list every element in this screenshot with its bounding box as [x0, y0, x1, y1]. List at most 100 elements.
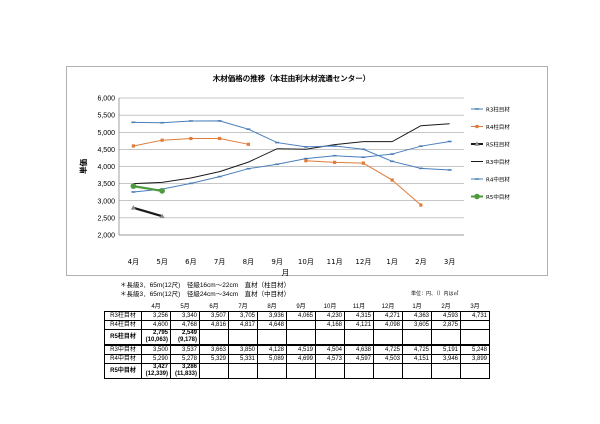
table-row-label: R4中目材	[104, 354, 142, 364]
data-point	[130, 183, 137, 189]
y-tick-label: 3,000	[97, 198, 115, 205]
series-line-1	[305, 160, 422, 206]
table-cell: 3,500	[141, 344, 171, 355]
x-tick-label: 4月	[128, 258, 139, 266]
x-tick-label: 2月	[415, 258, 426, 266]
table-cell: 4,648	[257, 320, 287, 330]
table-cell: 3,537	[170, 344, 200, 355]
x-tick-label: 7月	[214, 258, 225, 266]
table-cell: 4,121	[344, 320, 374, 330]
table-cell	[315, 363, 345, 379]
table-cell: 4,593	[431, 311, 461, 321]
table-cell: 4,128	[257, 344, 287, 355]
table-cell: 4,638	[344, 344, 374, 355]
table-row: R4中目材 5,290 5,278 5,329 5,331 5,089 4,699 4,573…	[104, 354, 490, 364]
series-line-2	[133, 206, 163, 218]
data-point	[159, 213, 165, 218]
table-cell: 3,899	[460, 354, 490, 364]
table-cell: 4,597	[344, 354, 374, 364]
x-tick-label: 3月	[444, 258, 455, 266]
data-point	[218, 136, 222, 141]
table-cell: 4,725	[373, 344, 403, 355]
y-tick-label: 5,000	[97, 130, 115, 137]
x-tick-label: 11月	[327, 258, 343, 266]
table-cell	[228, 329, 258, 346]
legend-label: R5中目材	[486, 193, 510, 201]
table-body: R3柱目材 3,256 3,340 3,507 3,705 3,936 4,065 4,230…	[104, 311, 490, 379]
table-cell	[431, 329, 461, 346]
series-line-5	[133, 185, 163, 193]
y-tick-label: 3,500	[97, 181, 115, 188]
table-row-label: R5中目材	[104, 363, 142, 379]
table-cell	[286, 363, 316, 379]
table-cell: 4,065	[286, 311, 316, 321]
table-cell: 3,850	[228, 344, 258, 355]
data-point	[130, 205, 136, 210]
table-row: R5柱目材 2,795 (10,063) 2,549 (9,178)	[104, 329, 490, 346]
table-row-label: R5柱目材	[104, 329, 142, 346]
table-row-label: R3中目材	[104, 344, 142, 355]
table-cell	[373, 363, 403, 379]
chart-title: 木材価格の推移（本荘由利木材流通センター）	[212, 73, 371, 83]
y-tick-label: 5,500	[97, 113, 115, 120]
table-cell	[315, 329, 345, 346]
series-line-4	[133, 120, 450, 171]
legend-marker	[475, 124, 479, 129]
table-cell: 3,286 (11,833)	[170, 363, 200, 379]
table-cell: 4,573	[315, 354, 345, 364]
table-cell: 2,549 (9,178)	[170, 329, 200, 346]
table-row-label: R4柱目材	[104, 320, 142, 330]
legend-marker	[474, 193, 480, 200]
table-cell: 4,768	[170, 320, 200, 330]
table-cell: 3,663	[199, 344, 229, 355]
table-header-cell: 11月	[344, 303, 374, 312]
table-cell: 4,168	[315, 320, 345, 330]
data-point	[419, 203, 423, 207]
table-cell: 5,191	[431, 344, 461, 355]
table-cell: 4,725	[402, 344, 432, 355]
table-cell: 3,946	[431, 354, 461, 364]
table-header-cell: 5月	[170, 303, 200, 312]
data-point	[333, 160, 337, 164]
table-cell: 4,504	[315, 344, 345, 355]
y-tick-label: 4,000	[97, 164, 115, 171]
table-cell	[257, 329, 287, 346]
x-tick-label: 5月	[156, 258, 167, 266]
legend-label: R3中目材	[486, 158, 510, 166]
data-point	[160, 138, 164, 142]
table-cell: 5,248	[460, 344, 490, 355]
table-cell: 4,230	[315, 311, 345, 321]
table-cell: 5,278	[170, 354, 200, 364]
table-cell: 4,271	[373, 311, 403, 321]
table-cell: 3,705	[228, 311, 258, 321]
data-point	[189, 136, 193, 141]
data-point	[361, 161, 365, 165]
table-cell: 3,507	[199, 311, 229, 321]
table-cell	[257, 363, 287, 379]
data-point	[390, 178, 394, 182]
legend-label: R4中目材	[486, 175, 510, 183]
table-corner	[104, 303, 142, 312]
data-point	[159, 188, 165, 194]
table-cell: 3,605	[402, 320, 432, 330]
y-tick-label: 2,000	[97, 233, 115, 240]
x-tick-label: 6月	[185, 258, 196, 266]
legend-label: R3柱目材	[486, 105, 510, 113]
table-cell	[460, 363, 490, 379]
table-cell	[286, 320, 316, 330]
unit-note: 単位：円、（）内は㎥	[411, 291, 459, 297]
table-header-cell: 1月	[402, 303, 432, 312]
footnotes: ＊長級3．65m(12尺) 径級16cm～22cm 直材（柱目材） ＊長級3．65…	[120, 281, 290, 299]
table-row-label: R3柱目材	[104, 311, 142, 321]
table-cell: 5,331	[228, 354, 258, 364]
table-cell	[431, 363, 461, 379]
table-cell	[199, 329, 229, 346]
table-cell	[460, 329, 490, 346]
table-cell: 4,519	[286, 344, 316, 355]
table-cell: 3,936	[257, 311, 287, 321]
table-cell: 4,731	[460, 311, 490, 321]
table-cell	[373, 329, 403, 346]
table-cell	[460, 320, 490, 330]
table-header-cell: 4月	[141, 303, 171, 312]
table-cell: 3,427 (12,339)	[141, 363, 171, 379]
